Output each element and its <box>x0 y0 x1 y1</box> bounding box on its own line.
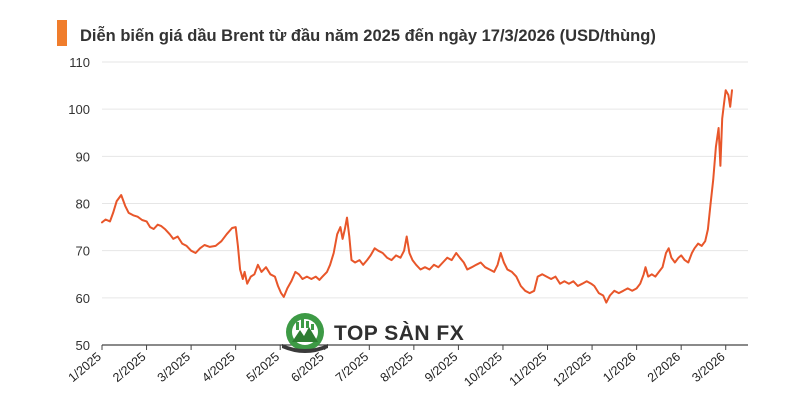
series-layer <box>101 89 733 304</box>
y-tick-label-90: 90 <box>76 149 90 164</box>
watermark-text: TOP SÀN FX <box>334 322 464 345</box>
series-line-0 <box>101 89 733 304</box>
y-tick-label-70: 70 <box>76 244 90 259</box>
y-tick-label-100: 100 <box>68 102 90 117</box>
watermark: TOP SÀN FX <box>282 313 464 353</box>
chart-title: Diễn biến giá dầu Brent từ đầu năm 2025 … <box>80 26 656 45</box>
title-marker <box>57 20 67 46</box>
y-tick-label-80: 80 <box>76 197 90 212</box>
grid-lines <box>102 61 748 299</box>
y-tick-label-110: 110 <box>69 55 90 70</box>
mountain-logo-icon <box>282 313 328 353</box>
y-tick-label-50: 50 <box>76 338 90 353</box>
y-tick-label-60: 60 <box>76 291 90 306</box>
